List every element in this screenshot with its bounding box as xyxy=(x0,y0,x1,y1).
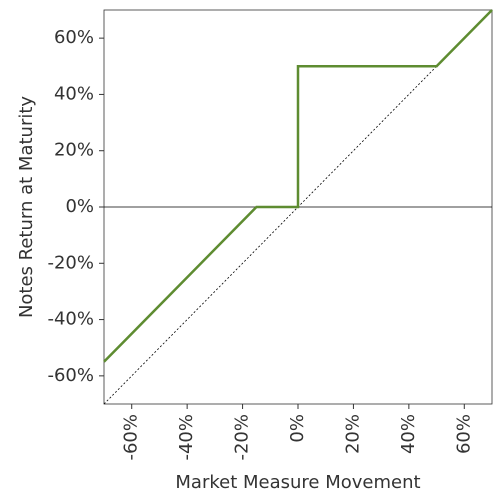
y-tick-label: 60% xyxy=(54,27,94,48)
x-tick-label: -40% xyxy=(176,414,197,461)
payoff-line xyxy=(103,9,493,363)
y-axis-label: Notes Return at Maturity xyxy=(16,96,37,318)
y-tick-label: -60% xyxy=(47,365,94,386)
x-axis-label: Market Measure Movement xyxy=(175,472,420,493)
x-tick-label: -20% xyxy=(232,414,253,461)
y-tick-label: -20% xyxy=(47,252,94,273)
x-tick-label: 20% xyxy=(342,414,363,454)
x-tick-label: 0% xyxy=(287,414,308,443)
y-tick-label: 20% xyxy=(54,140,94,161)
x-tick-label: 40% xyxy=(398,414,419,454)
y-tick-label: 40% xyxy=(54,83,94,104)
x-tick-label: 60% xyxy=(453,414,474,454)
y-tick-label: 0% xyxy=(65,196,94,217)
y-tick-label: -40% xyxy=(47,309,94,330)
x-tick-label: -60% xyxy=(121,414,142,461)
